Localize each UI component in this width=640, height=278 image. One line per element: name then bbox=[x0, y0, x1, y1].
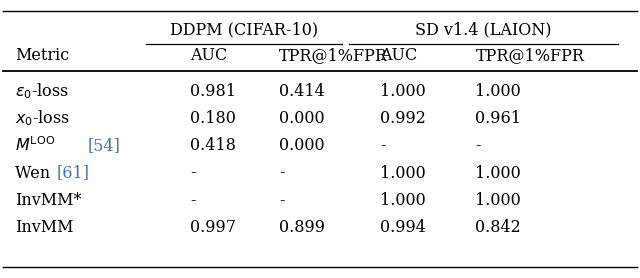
Text: [61]: [61] bbox=[57, 165, 90, 182]
Text: TPR@1%FPR: TPR@1%FPR bbox=[279, 48, 388, 64]
Text: 0.997: 0.997 bbox=[190, 219, 236, 236]
Text: 0.842: 0.842 bbox=[476, 219, 521, 236]
Text: 0.992: 0.992 bbox=[380, 110, 426, 127]
Text: -: - bbox=[279, 192, 284, 209]
Text: -: - bbox=[279, 165, 284, 182]
Text: -: - bbox=[380, 137, 386, 154]
Text: [54]: [54] bbox=[87, 137, 120, 154]
Text: 0.899: 0.899 bbox=[279, 219, 324, 236]
Text: 1.000: 1.000 bbox=[476, 83, 521, 100]
Text: InvMM*: InvMM* bbox=[15, 192, 82, 209]
Text: 1.000: 1.000 bbox=[476, 165, 521, 182]
Text: 1.000: 1.000 bbox=[380, 165, 426, 182]
Text: Metric: Metric bbox=[15, 48, 70, 64]
Text: $M^{\mathrm{LOO}}$: $M^{\mathrm{LOO}}$ bbox=[15, 136, 57, 155]
Text: $\epsilon_0$-loss: $\epsilon_0$-loss bbox=[15, 81, 69, 101]
Text: 0.000: 0.000 bbox=[279, 110, 324, 127]
Text: Wen: Wen bbox=[15, 165, 56, 182]
Text: 1.000: 1.000 bbox=[380, 192, 426, 209]
Text: DDPM (CIFAR-10): DDPM (CIFAR-10) bbox=[170, 21, 318, 39]
Text: AUC: AUC bbox=[380, 48, 417, 64]
Text: SD v1.4 (LAION): SD v1.4 (LAION) bbox=[415, 21, 552, 39]
Text: 0.981: 0.981 bbox=[190, 83, 236, 100]
Text: 0.961: 0.961 bbox=[476, 110, 522, 127]
Text: 0.994: 0.994 bbox=[380, 219, 426, 236]
Text: -: - bbox=[190, 165, 195, 182]
Text: 1.000: 1.000 bbox=[380, 83, 426, 100]
Text: -: - bbox=[476, 137, 481, 154]
Text: 0.000: 0.000 bbox=[279, 137, 324, 154]
Text: InvMM: InvMM bbox=[15, 219, 74, 236]
Text: 0.418: 0.418 bbox=[190, 137, 236, 154]
Text: TPR@1%FPR: TPR@1%FPR bbox=[476, 48, 584, 64]
Text: 0.414: 0.414 bbox=[279, 83, 324, 100]
Text: 0.180: 0.180 bbox=[190, 110, 236, 127]
Text: -: - bbox=[190, 192, 195, 209]
Text: 1.000: 1.000 bbox=[476, 192, 521, 209]
Text: $x_0$-loss: $x_0$-loss bbox=[15, 109, 70, 128]
Text: AUC: AUC bbox=[190, 48, 227, 64]
